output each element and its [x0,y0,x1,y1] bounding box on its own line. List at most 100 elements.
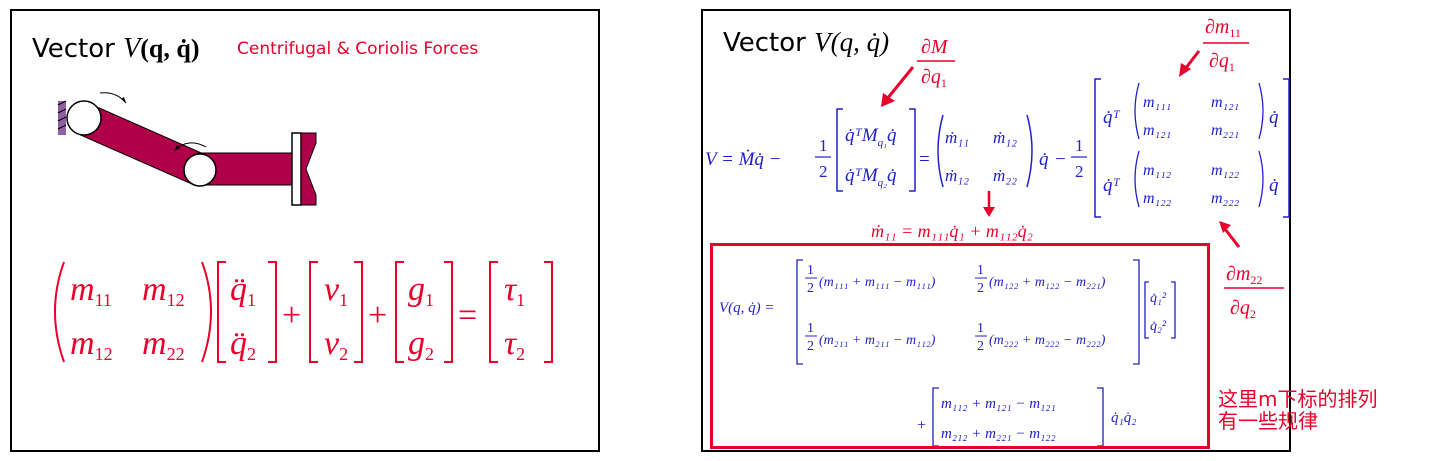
slide-title: Vector V(q, q̇) [32,33,199,65]
svg-text:m₂₂₂: m₂₂₂ [1211,190,1240,207]
svg-text:2: 2 [819,162,828,181]
gripper [300,132,317,206]
rotation-arrow-1-icon [121,97,126,103]
svg-text:1: 1 [977,321,984,336]
eq-m12b: m12 [70,325,113,364]
svg-text:q̇: q̇ [1269,107,1279,128]
title-v: V [123,33,141,64]
svg-text:q̇ᵀMq₁q̇: q̇ᵀMq₁q̇ [845,125,897,149]
eq-m22: m22 [142,325,185,364]
eq-tau1: τ1 [504,271,525,310]
svg-text:∂m11: ∂m11 [1205,16,1241,40]
svg-text:∂q2: ∂q2 [1230,297,1256,321]
robot-arm-illustration [57,92,317,206]
main-equation: V = Ṁq̇ − 1 2 q̇ᵀMq₁q̇ q̇ᵀMq₂q̇ = ṁ₁₁ ṁ₁… [705,78,1290,218]
svg-text:q̇₁²: q̇₁² [1150,291,1167,306]
svg-text:1: 1 [807,321,814,336]
svg-text:ṁ₁₂: ṁ₁₂ [993,128,1017,147]
slide-vector-derivation: Vector V(q, q̇) ∂M ∂q1 ∂m11 ∂q1 V = Ṁq̇ … [701,9,1291,452]
svg-text:q̇: q̇ [1269,175,1279,196]
svg-text:+: + [917,417,926,434]
slide-subtitle: Centrifugal & Coriolis Forces [237,39,479,59]
svg-text:−: − [1055,149,1066,170]
eq-v2: v2 [324,325,348,364]
dm22-dq2-fraction: ∂m22 ∂q2 [1224,263,1284,321]
eq-m11: m11 [70,271,112,310]
svg-text:ṁ₁₂: ṁ₁₂ [945,166,969,185]
svg-text:m₁₁₁: m₁₁₁ [1143,94,1171,111]
svg-text:1: 1 [1075,136,1084,155]
svg-text:=: = [919,149,930,170]
eq-q1: q̈1 [230,271,256,310]
svg-text:ṁ₂₂: ṁ₂₂ [993,166,1017,185]
svg-text:∂M: ∂M [921,36,949,58]
box-r4: m₂₁₂ + m₂₂₁ − m₁₂₂ [941,426,1056,442]
svg-text:1: 1 [819,136,828,155]
svg-text:m₂₂₁: m₂₂₁ [1211,122,1239,139]
eq-g1: g1 [408,271,434,310]
title-word: Vector [723,28,806,58]
mdot-expansion: ṁ₁₁ = m₁₁₁q̇₁ + m₁₁₂q̇₂ [871,221,1033,241]
derivation-diagram: ∂M ∂q1 ∂m11 ∂q1 V = Ṁq̇ − 1 2 q̇ᵀMq₁q̇ q… [705,16,1290,248]
svg-text:q̇: q̇ [1039,149,1049,170]
box-qq: q̇₁q̇₂ [1111,410,1136,426]
eq-tau2: τ2 [504,325,525,364]
svg-text:∂q1: ∂q1 [921,66,947,90]
end-effector-plate [291,132,302,206]
svg-text:m₁₂₂: m₁₂₂ [1143,190,1172,207]
svg-text:2: 2 [977,339,984,354]
eq-plus-1: + [282,297,301,334]
wall-mount [58,101,66,135]
svg-text:q̇ᵀ: q̇ᵀ [1103,175,1121,196]
eq-equals: = [458,297,477,334]
eq-m12: m12 [142,271,185,310]
eq-plus-2: + [368,297,387,334]
result-equations: V(q, q̇) = 1 2 (m₁₁₁ + m₁₁₁ − m₁₁₁) 1 2 … [719,259,1176,447]
slide-centrifugal-coriolis: Vector V(q, q̇) Centrifugal & Coriolis F… [10,9,600,452]
result-box: V(q, q̇) = 1 2 (m₁₁₁ + m₁₁₁ − m₁₁₁) 1 2 … [710,243,1210,449]
slide-title: Vector V(q, q̇) [723,27,889,58]
svg-text:q̇ᵀ: q̇ᵀ [1103,107,1121,128]
svg-text:ṁ₁₁: ṁ₁₁ [945,128,969,147]
arrow-dM [885,66,915,100]
svg-text:∂m22: ∂m22 [1226,263,1262,287]
box-r1c1: (m₁₁₁ + m₁₁₁ − m₁₁₁) [819,275,936,290]
arrow-dm22 [1223,228,1241,248]
box-r2c1: (m₂₁₁ + m₂₁₁ − m₁₁₂) [819,333,936,348]
arrow-dM-head-icon [881,93,895,107]
box-r1c2: (m₁₂₂ + m₁₂₂ − m₂₂₁) [989,275,1106,290]
svg-text:2: 2 [1075,162,1084,181]
joint-2 [183,153,217,187]
title-word: Vector [32,34,115,64]
dM-dq1-fraction: ∂M ∂q1 [917,36,955,90]
svg-text:2: 2 [977,281,984,296]
eq-v1: v1 [324,271,348,310]
dynamics-equation: m11 m12 m12 m22 q̈1 q̈2 v1 v2 g1 g2 τ1 τ… [54,261,553,364]
dm11-dq1-fraction: ∂m11 ∂q1 [1203,16,1249,74]
box-r2c2: (m₂₂₂ + m₂₂₂ − m₂₂₂) [989,333,1106,348]
svg-text:m₁₁₂: m₁₁₂ [1143,162,1172,179]
eq-g2: g2 [408,325,434,364]
svg-text:∂q1: ∂q1 [1209,50,1235,74]
note-line-2: 有一些规律 [1218,409,1318,433]
title-args: (q, q̇) [140,34,200,63]
eq-q2: q̈2 [230,325,256,364]
pattern-note: 这里m下标的排列 有一些规律 [1218,388,1377,432]
arrow-dm22-head-icon [1219,221,1231,233]
note-line-1: 这里m下标的排列 [1218,387,1378,411]
arrow-dm11-head-icon [1179,63,1191,77]
svg-text:2: 2 [807,281,814,296]
svg-text:2: 2 [807,339,814,354]
arrow-down-head-icon [983,207,995,217]
svg-text:m₁₂₂: m₁₂₂ [1211,162,1240,179]
svg-text:m₁₂₁: m₁₂₁ [1211,94,1239,111]
main-eq-lhs: V = Ṁq̇ − [705,149,781,170]
title-math: V(q, q̇) [814,27,890,57]
svg-text:1: 1 [977,263,984,278]
svg-text:q̇₂²: q̇₂² [1150,319,1167,334]
svg-text:m₁₂₁: m₁₂₁ [1143,122,1171,139]
box-lhs: V(q, q̇) = [719,300,775,316]
joint-1 [66,100,102,136]
svg-text:q̇ᵀMq₂q̇: q̇ᵀMq₂q̇ [845,165,897,189]
box-r3: m₁₁₂ + m₁₂₁ − m₁₂₁ [941,396,1056,412]
